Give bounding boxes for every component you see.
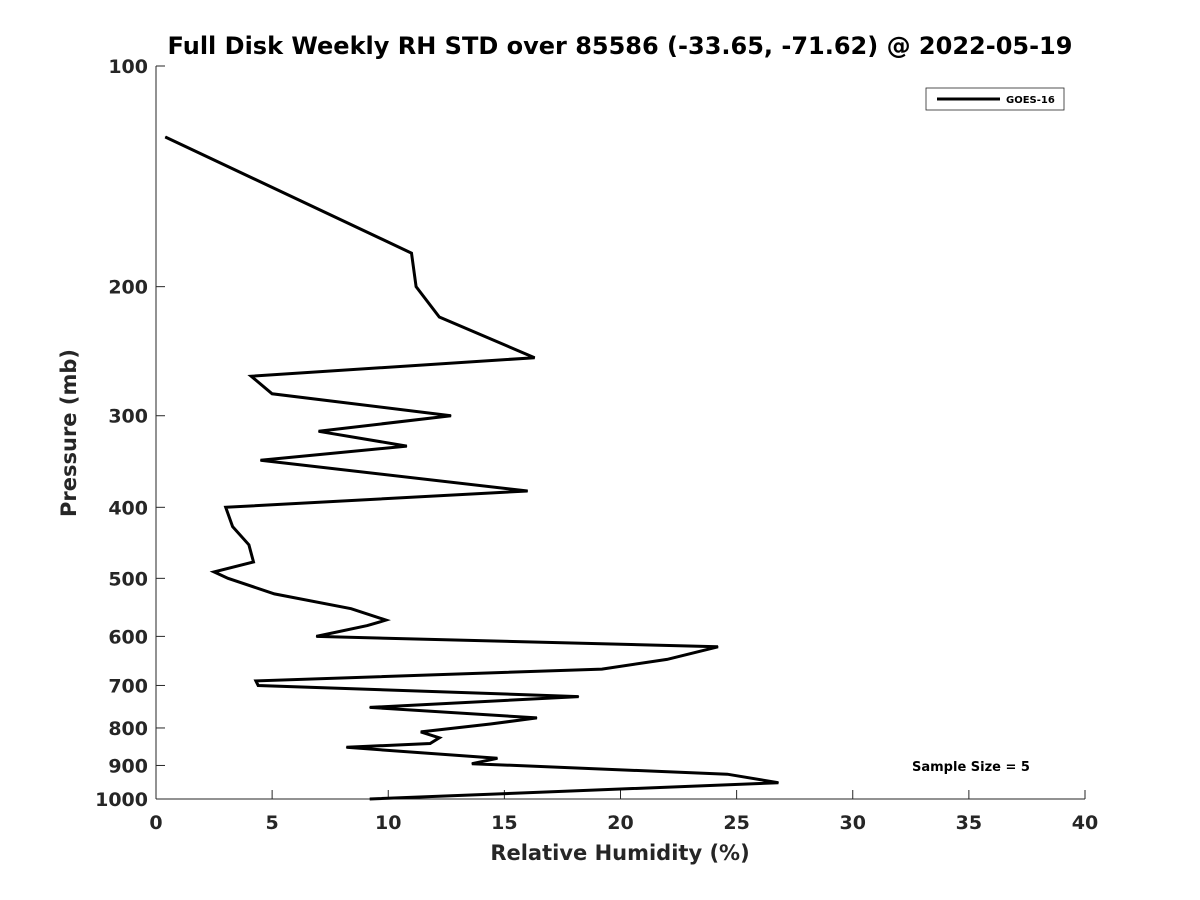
y-tick-label: 900 <box>108 755 148 777</box>
y-tick-label: 600 <box>108 626 148 648</box>
data-point <box>496 757 498 759</box>
data-point <box>255 680 257 682</box>
data-point <box>536 717 538 719</box>
x-tick-label: 0 <box>149 812 162 834</box>
data-point <box>726 773 728 775</box>
y-tick-label: 500 <box>108 568 148 590</box>
data-point <box>250 375 252 377</box>
y-axis-label: Pressure (mb) <box>57 349 81 517</box>
x-axis: 0 5 10 15 20 25 30 35 40 <box>149 790 1098 834</box>
data-point <box>315 635 317 637</box>
data-point <box>471 763 473 765</box>
y-tick-label: 800 <box>108 718 148 740</box>
x-tick-label: 10 <box>375 812 401 834</box>
y-tick-label: 100 <box>108 56 148 78</box>
plot-area <box>164 135 779 801</box>
data-point <box>573 790 575 792</box>
data-point <box>385 619 387 621</box>
data-point <box>257 685 259 686</box>
data-point <box>225 506 227 508</box>
chart-title: Full Disk Weekly RH STD over 85586 (-33.… <box>168 32 1073 60</box>
data-point <box>601 668 603 670</box>
y-axis: 100 200 300 400 500 600 700 800 900 1000 <box>95 56 165 811</box>
data-point <box>438 316 440 318</box>
y-tick-label: 200 <box>108 277 148 299</box>
y-tick-label: 400 <box>108 497 148 519</box>
data-point <box>406 445 408 447</box>
series-line-goes-16 <box>164 135 779 801</box>
x-tick-label: 15 <box>491 812 517 834</box>
data-point <box>415 286 417 288</box>
data-point <box>411 252 412 254</box>
x-tick-label: 20 <box>607 812 633 834</box>
y-tick-label: 1000 <box>95 789 148 811</box>
y-tick-label: 300 <box>108 406 148 428</box>
data-point <box>534 357 536 359</box>
data-point <box>450 415 452 417</box>
data-point <box>253 561 254 563</box>
data-point <box>227 577 229 579</box>
x-tick-label: 40 <box>1072 812 1098 834</box>
data-point <box>350 608 352 610</box>
data-point <box>260 459 261 461</box>
data-point <box>438 737 440 739</box>
x-tick-label: 35 <box>956 812 982 834</box>
data-point <box>164 136 166 138</box>
data-point <box>366 625 368 627</box>
data-point <box>273 593 275 595</box>
data-point <box>666 658 668 660</box>
x-tick-label: 30 <box>840 812 866 834</box>
sample-size-annotation: Sample Size = 5 <box>912 760 1030 775</box>
data-point <box>369 706 371 708</box>
data-point <box>777 782 779 784</box>
x-axis-label: Relative Humidity (%) <box>490 841 749 865</box>
data-point <box>717 646 719 648</box>
data-point <box>213 571 215 573</box>
data-point <box>318 430 320 432</box>
data-point <box>429 743 431 744</box>
x-tick-label: 25 <box>723 812 749 834</box>
data-point <box>420 731 422 733</box>
data-point <box>527 490 529 492</box>
data-point <box>369 798 371 800</box>
x-tick-label: 5 <box>266 812 279 834</box>
data-point <box>345 746 347 748</box>
data-point <box>248 544 250 546</box>
data-point <box>489 723 491 725</box>
legend-label-goes-16: GOES-16 <box>1006 95 1055 106</box>
data-point <box>232 526 234 528</box>
data-point <box>578 696 580 698</box>
y-tick-label: 700 <box>108 675 148 697</box>
legend: GOES-16 <box>925 87 1065 111</box>
data-point <box>271 393 273 395</box>
